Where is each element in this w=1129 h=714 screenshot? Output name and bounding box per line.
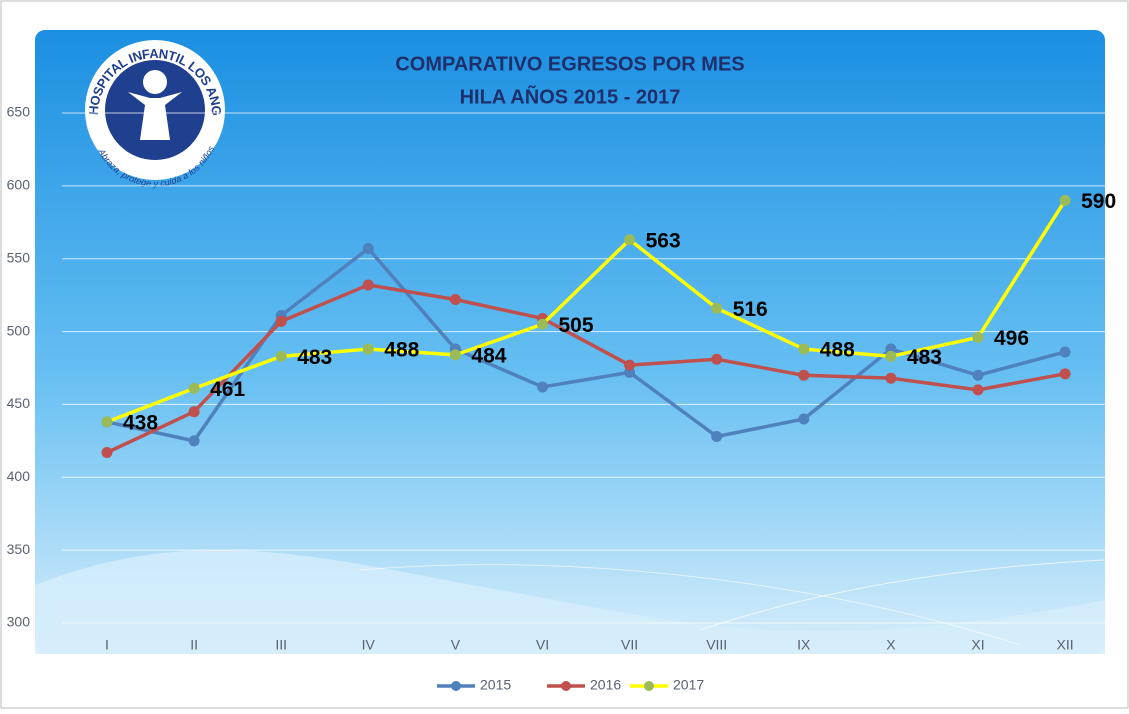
point — [450, 294, 461, 305]
point — [711, 354, 722, 365]
point — [711, 431, 722, 442]
x-tick-label: III — [275, 637, 287, 653]
y-tick-label: 300 — [7, 614, 31, 630]
chart-title: COMPARATIVO EGRESOS POR MES — [395, 53, 744, 75]
point — [973, 332, 984, 343]
point — [276, 316, 287, 327]
y-tick-label: 650 — [7, 104, 31, 120]
data-label: 483 — [907, 346, 942, 369]
legend-label: 2016 — [590, 677, 621, 693]
y-tick-label: 350 — [7, 541, 31, 557]
data-label: 496 — [994, 327, 1029, 350]
point — [189, 435, 200, 446]
point — [798, 370, 809, 381]
data-label: 563 — [646, 229, 681, 252]
data-label: 483 — [297, 346, 332, 369]
point — [276, 351, 287, 362]
x-tick-label: II — [190, 637, 198, 653]
chart-subtitle: HILA AÑOS 2015 - 2017 — [460, 85, 681, 108]
x-tick-label: IV — [362, 637, 376, 653]
point — [102, 416, 113, 427]
point — [624, 234, 635, 245]
x-tick-label: VII — [621, 637, 638, 653]
x-tick-label: XI — [971, 637, 984, 653]
y-tick-label: 400 — [7, 468, 31, 484]
x-tick-label: I — [105, 637, 109, 653]
point — [537, 319, 548, 330]
point — [1060, 368, 1071, 379]
data-label: 461 — [210, 378, 245, 401]
data-label: 516 — [733, 298, 768, 321]
point — [363, 279, 374, 290]
point — [1060, 195, 1071, 206]
x-tick-label: VIII — [706, 637, 727, 653]
point — [189, 406, 200, 417]
data-label: 488 — [820, 339, 855, 362]
point — [102, 447, 113, 458]
data-label: 484 — [471, 344, 506, 367]
data-label: 590 — [1081, 190, 1116, 213]
data-label: 505 — [559, 314, 594, 337]
point — [363, 243, 374, 254]
point — [189, 383, 200, 394]
legend-marker — [644, 681, 654, 691]
y-tick-label: 600 — [7, 177, 31, 193]
point — [363, 344, 374, 355]
point — [624, 360, 635, 371]
point — [798, 344, 809, 355]
point — [973, 370, 984, 381]
x-tick-label: X — [886, 637, 896, 653]
chart: HOSPITAL INFANTIL LOS ANGELES Abraza, pr… — [0, 0, 1129, 709]
point — [798, 414, 809, 425]
x-tick-label: XII — [1057, 637, 1074, 653]
legend-marker — [561, 681, 571, 691]
point — [1060, 346, 1071, 357]
y-tick-label: 500 — [7, 322, 31, 338]
y-tick-label: 450 — [7, 395, 31, 411]
point — [450, 349, 461, 360]
point — [885, 373, 896, 384]
point — [537, 381, 548, 392]
point — [711, 303, 722, 314]
x-tick-label: V — [451, 637, 461, 653]
data-label: 438 — [123, 411, 158, 434]
legend-marker — [451, 681, 461, 691]
x-tick-label: IX — [797, 637, 811, 653]
x-tick-label: VI — [536, 637, 549, 653]
legend-label: 2015 — [480, 677, 511, 693]
point — [973, 384, 984, 395]
y-tick-label: 550 — [7, 249, 31, 265]
point — [885, 351, 896, 362]
data-label: 488 — [384, 339, 419, 362]
legend-label: 2017 — [673, 677, 704, 693]
